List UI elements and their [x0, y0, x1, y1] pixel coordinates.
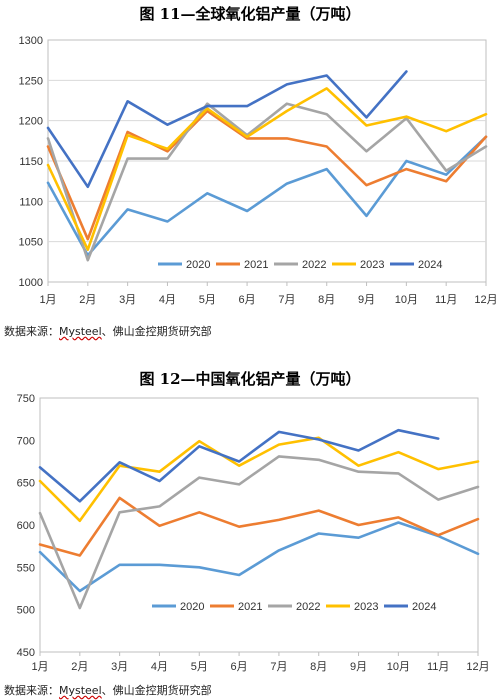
legend-label-2022: 2022: [296, 601, 320, 613]
legend-label-2021: 2021: [244, 259, 268, 271]
chart1-source-suffix: 、佛山金控期货研究部: [101, 325, 212, 338]
y-tick-label: 1050: [19, 237, 43, 249]
x-tick-label: 3月: [119, 294, 136, 306]
x-tick-label: 6月: [239, 294, 256, 306]
series-line-2022: [46, 102, 488, 262]
y-tick-label: 450: [17, 647, 35, 659]
chart2-source: 数据来源：Mysteel、佛山金控期货研究部: [4, 682, 212, 698]
x-tick-label: 5月: [191, 661, 208, 673]
x-tick-label: 3月: [111, 661, 128, 673]
x-tick-label: 7月: [278, 294, 295, 306]
x-tick-label: 5月: [199, 294, 216, 306]
china-alumina-production-chart: 450 500 550 600 650 700 750 1月 2月 3月 4月 5月 6月 7月 8月 9月 1…: [17, 393, 490, 673]
y-tick-label: 1100: [19, 196, 43, 208]
x-tick-label: 9月: [358, 294, 375, 306]
legend-label-2022: 2022: [302, 259, 326, 271]
y-tick-label: 700: [17, 435, 35, 447]
x-tick-label: 6月: [231, 661, 248, 673]
x-tick-label: 12月: [466, 661, 489, 673]
plot-area-border: [39, 397, 479, 653]
y-tick-label: 600: [17, 520, 35, 532]
y-tick-label: 1150: [19, 156, 43, 168]
legend-label-2024: 2024: [412, 601, 436, 613]
x-tick-label: 11月: [427, 661, 449, 673]
series-line-2020: [46, 135, 488, 257]
y-tick-label: 1200: [19, 116, 43, 128]
y-tick-label: 750: [17, 393, 35, 405]
series-line-2021: [46, 109, 488, 241]
chart2-source-suffix: 、佛山金控期货研究部: [101, 684, 212, 697]
y-tick-label: 1000: [19, 277, 43, 289]
legend-label-2020: 2020: [180, 601, 204, 613]
x-tick-label: 8月: [310, 661, 327, 673]
x-tick-label: 2月: [71, 661, 88, 673]
x-tick-label: 9月: [350, 661, 367, 673]
series-line-2024: [46, 70, 408, 189]
x-tick-label: 2月: [79, 294, 96, 306]
series-line-2021: [38, 496, 480, 557]
y-tick-label: 1300: [19, 35, 43, 47]
series-line-2020: [38, 521, 480, 593]
x-tick-label: 4月: [159, 294, 176, 306]
x-tick-label: 10月: [395, 294, 418, 306]
x-tick-label: 7月: [270, 661, 287, 673]
chart1-source-brand: Mysteel: [59, 325, 102, 338]
chart1-source-prefix: 数据来源：: [4, 325, 59, 338]
y-tick-label: 1250: [19, 75, 43, 87]
y-tick-label: 650: [17, 478, 35, 490]
legend-label-2020: 2020: [186, 259, 210, 271]
x-tick-label: 1月: [39, 294, 56, 306]
y-tick-label: 500: [17, 605, 35, 617]
series-line-2022: [38, 455, 480, 610]
series-line-2023: [38, 436, 480, 523]
legend-label-2023: 2023: [354, 601, 378, 613]
legend-label-2023: 2023: [360, 259, 384, 271]
x-tick-label: 12月: [474, 294, 497, 306]
legend-label-2021: 2021: [238, 601, 262, 613]
series-line-2023: [46, 87, 488, 251]
y-tick-label: 550: [17, 562, 35, 574]
series-line-2024: [38, 428, 440, 503]
chart2-title: 图 12—中国氧化铝产量（万吨）: [139, 370, 361, 388]
chart2-source-prefix: 数据来源：: [4, 684, 59, 697]
chart1-source: 数据来源：Mysteel、佛山金控期货研究部: [4, 323, 212, 339]
global-alumina-production-chart: 1000 1050 1100 1150 1200 1250 1300 1月 2月 3月 4月 5月 6月…: [19, 35, 498, 306]
x-tick-label: 10月: [387, 661, 410, 673]
chart2-source-brand: Mysteel: [59, 684, 102, 697]
legend-label-2024: 2024: [418, 259, 442, 271]
chart1-title: 图 11—全球氧化铝产量（万吨）: [139, 5, 361, 23]
x-tick-label: 11月: [435, 294, 457, 306]
x-tick-label: 8月: [318, 294, 335, 306]
x-tick-label: 4月: [151, 661, 168, 673]
x-tick-label: 1月: [31, 661, 48, 673]
